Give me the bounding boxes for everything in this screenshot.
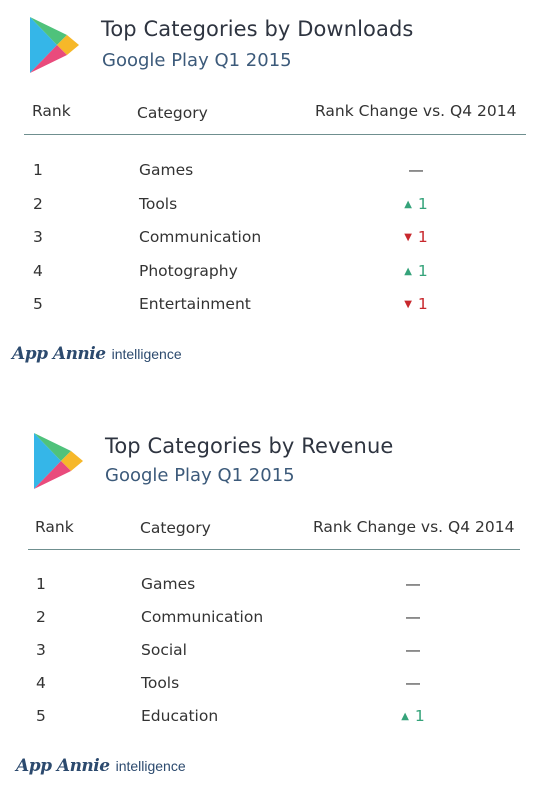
- category-cell: Communication: [139, 228, 262, 247]
- rank-change-value: —: [405, 674, 421, 692]
- rank-change-value: —: [405, 608, 421, 626]
- triangle-up-icon: ▲: [404, 265, 412, 277]
- rank-cell: 3: [33, 228, 43, 247]
- rank-change-value: 1: [414, 707, 425, 725]
- rank-change-value: 1: [417, 194, 428, 213]
- category-cell: Education: [141, 707, 219, 725]
- column-header-rank: Rank: [32, 102, 71, 120]
- rank-change-cell: ▼ 1: [386, 295, 446, 313]
- rank-cell: 1: [36, 575, 46, 593]
- category-cell: Social: [141, 641, 187, 659]
- category-cell: Communication: [141, 608, 264, 626]
- header-divider: [28, 549, 520, 550]
- category-cell: Tools: [139, 194, 178, 213]
- rank-change-value: —: [405, 575, 421, 593]
- brand-footer: App Annie intelligence: [16, 756, 186, 776]
- brand-tagline: intelligence: [111, 346, 182, 362]
- rank-change-cell: ▲ 1: [383, 707, 443, 725]
- rank-cell: 5: [33, 295, 43, 314]
- rank-change-value: 1: [417, 261, 428, 280]
- rank-cell: 4: [36, 674, 46, 692]
- column-header-category: Category: [137, 104, 208, 122]
- rank-change-value: —: [408, 161, 424, 179]
- brand-tagline: intelligence: [115, 758, 186, 774]
- rank-change-value: —: [405, 641, 421, 659]
- google-play-icon: [30, 17, 79, 73]
- triangle-up-icon: ▲: [404, 198, 412, 210]
- chart-title: Top Categories by Downloads: [101, 17, 414, 41]
- chart-title: Top Categories by Revenue: [105, 434, 394, 458]
- triangle-down-icon: ▼: [404, 299, 412, 311]
- rank-change-cell: —: [383, 641, 443, 659]
- rank-cell: 4: [33, 261, 43, 280]
- rank-change-cell: —: [383, 575, 443, 593]
- revenue-panel: Top Categories by Revenue Google Play Q1…: [0, 0, 550, 776]
- downloads-panel: Top Categories by Downloads Google Play …: [0, 0, 550, 380]
- rank-cell: 2: [36, 608, 46, 626]
- rank-cell: 2: [33, 194, 43, 213]
- chart-subtitle: Google Play Q1 2015: [102, 50, 292, 71]
- google-play-icon: [34, 433, 83, 489]
- chart-subtitle: Google Play Q1 2015: [105, 465, 295, 486]
- rank-change-value: 1: [417, 295, 428, 314]
- category-cell: Entertainment: [139, 295, 251, 314]
- column-header-rank: Rank: [35, 518, 74, 536]
- rank-change-value: 1: [417, 228, 428, 247]
- app-annie-logo: App Annie: [16, 756, 110, 776]
- category-cell: Games: [139, 161, 194, 179]
- triangle-down-icon: ▼: [404, 232, 412, 244]
- rank-change-cell: —: [383, 608, 443, 626]
- header-divider: [24, 134, 526, 135]
- column-header-category: Category: [140, 519, 211, 537]
- rank-change-cell: —: [386, 161, 446, 179]
- rank-change-cell: ▲ 1: [386, 262, 446, 280]
- rank-cell: 5: [36, 707, 46, 725]
- rank-change-cell: ▲ 1: [386, 195, 446, 213]
- column-header-rank-change: Rank Change vs. Q4 2014: [315, 102, 517, 120]
- brand-footer: App Annie intelligence: [12, 344, 182, 364]
- column-header-rank-change: Rank Change vs. Q4 2014: [313, 518, 515, 536]
- app-annie-logo: App Annie: [12, 344, 106, 364]
- category-cell: Tools: [141, 674, 180, 692]
- rank-cell: 3: [36, 641, 46, 659]
- rank-change-cell: —: [383, 674, 443, 692]
- category-cell: Photography: [139, 261, 238, 280]
- triangle-up-icon: ▲: [401, 711, 409, 722]
- rank-cell: 1: [33, 161, 43, 179]
- category-cell: Games: [141, 575, 196, 593]
- rank-change-cell: ▼ 1: [386, 228, 446, 246]
